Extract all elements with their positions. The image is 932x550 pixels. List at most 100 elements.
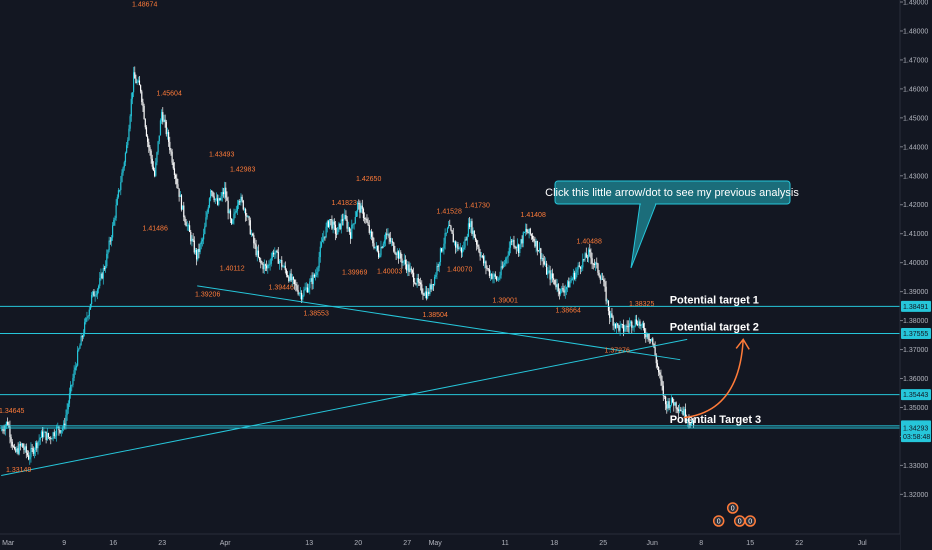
candle-body bbox=[215, 198, 218, 200]
event-marker[interactable]: 0 bbox=[712, 515, 725, 527]
candle-body bbox=[472, 230, 474, 234]
candle-body bbox=[38, 439, 40, 442]
candle-body bbox=[528, 228, 530, 234]
candle-body bbox=[639, 321, 641, 326]
candle-body bbox=[306, 287, 309, 293]
price-annotation: 1.41486 bbox=[143, 226, 168, 233]
candle-body bbox=[150, 150, 152, 159]
candle-body bbox=[84, 322, 86, 334]
candle-body bbox=[483, 256, 485, 264]
candle-body bbox=[493, 274, 495, 277]
candle-body bbox=[403, 259, 405, 262]
candle-body bbox=[613, 323, 615, 326]
candle-body bbox=[99, 278, 101, 286]
candle-body bbox=[44, 431, 46, 433]
candle-body bbox=[533, 238, 535, 241]
candle-body bbox=[66, 409, 68, 416]
price-tick-label: 1.41000 bbox=[903, 231, 928, 238]
candle-body bbox=[87, 316, 89, 318]
time-tick-label: Apr bbox=[220, 540, 232, 547]
candle-body bbox=[540, 248, 542, 260]
candle-body bbox=[602, 278, 604, 280]
candle-body bbox=[635, 319, 638, 325]
candle-body bbox=[143, 105, 145, 120]
candle-body bbox=[16, 448, 18, 452]
candle-body bbox=[565, 287, 568, 290]
candle-body bbox=[632, 327, 634, 328]
price-annotation: 1.45604 bbox=[157, 90, 182, 97]
target-label: Potential target 1 bbox=[670, 294, 759, 306]
event-marker[interactable]: 0 bbox=[733, 515, 746, 527]
candle-body bbox=[457, 244, 459, 250]
candle-body bbox=[290, 273, 292, 281]
price-annotation: 1.39001 bbox=[493, 298, 518, 305]
candle-body bbox=[203, 234, 205, 240]
price-annotation: 1.34645 bbox=[0, 408, 24, 415]
candle-body bbox=[385, 233, 387, 241]
candle-body bbox=[190, 232, 192, 242]
candle-body bbox=[247, 216, 249, 218]
candle-body bbox=[253, 235, 255, 244]
candle-body bbox=[282, 266, 284, 268]
time-tick-label: 8 bbox=[699, 540, 703, 547]
candle-body bbox=[361, 205, 363, 209]
candle-body bbox=[539, 248, 541, 252]
candle-body bbox=[231, 218, 233, 224]
candle-body bbox=[155, 162, 157, 176]
candle-body bbox=[393, 242, 395, 252]
candle-body bbox=[241, 196, 243, 201]
candle-body bbox=[242, 200, 244, 210]
candle-body bbox=[646, 333, 648, 338]
candle-body bbox=[25, 446, 27, 453]
candle-body bbox=[35, 442, 37, 450]
candle-body bbox=[219, 198, 221, 201]
candle-body bbox=[597, 263, 599, 273]
candle-body bbox=[107, 250, 109, 254]
candle-body bbox=[364, 218, 366, 219]
candle-body bbox=[168, 132, 170, 142]
candle-body bbox=[459, 247, 461, 249]
candle-body bbox=[334, 224, 337, 234]
candle-body bbox=[82, 333, 85, 338]
time-tick-label: Jun bbox=[647, 540, 658, 547]
candle-body bbox=[297, 290, 299, 295]
price-axis bbox=[899, 0, 932, 550]
candle-body bbox=[144, 119, 146, 128]
candle-body bbox=[465, 239, 467, 241]
candle-body bbox=[576, 269, 578, 273]
candle-body bbox=[614, 323, 617, 328]
candle-body bbox=[596, 262, 598, 264]
candle-body bbox=[85, 318, 87, 323]
price-annotation: 1.42983 bbox=[230, 166, 255, 173]
price-badge bbox=[901, 431, 931, 443]
candle-body bbox=[151, 158, 153, 167]
candle-body bbox=[332, 221, 334, 229]
candle-body bbox=[336, 233, 338, 235]
candle-body bbox=[303, 290, 305, 296]
event-markers[interactable]: 00 0 0 bbox=[712, 502, 756, 527]
candle-body bbox=[673, 402, 675, 406]
candle-body bbox=[575, 272, 577, 280]
candle-body bbox=[495, 276, 498, 280]
candle-body bbox=[595, 262, 597, 265]
candle-body bbox=[556, 284, 558, 288]
candle-body bbox=[350, 232, 352, 239]
candle-body bbox=[603, 279, 605, 282]
event-marker[interactable]: 0 bbox=[744, 515, 756, 527]
candle-body bbox=[400, 252, 402, 259]
candle-body bbox=[651, 338, 653, 341]
price-tick-label: 1.36000 bbox=[903, 376, 928, 383]
candle-body bbox=[396, 251, 398, 256]
candle-body bbox=[591, 258, 593, 264]
candle-body bbox=[98, 285, 100, 290]
price-tick-label: 1.37000 bbox=[903, 347, 928, 354]
candle-body bbox=[14, 446, 16, 449]
candle-body bbox=[555, 284, 557, 288]
candle-body bbox=[298, 293, 300, 295]
candle-body bbox=[248, 216, 250, 221]
candle-body bbox=[397, 251, 400, 259]
candle-body bbox=[115, 205, 117, 219]
event-marker[interactable]: 0 bbox=[726, 502, 739, 514]
price-tick-label: 1.40000 bbox=[903, 260, 928, 267]
candle-body bbox=[676, 408, 678, 410]
